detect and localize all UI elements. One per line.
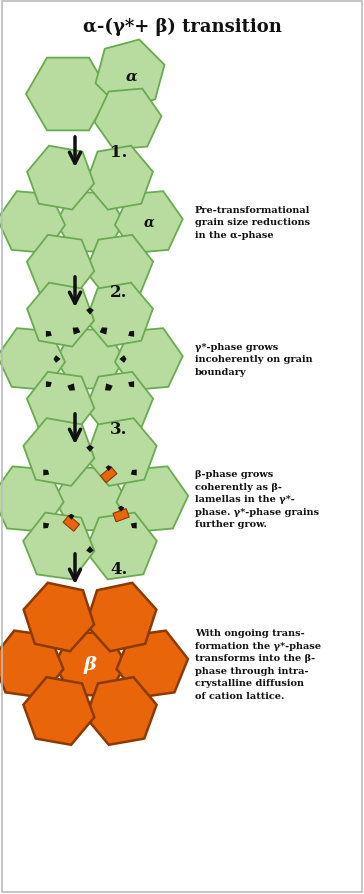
Polygon shape [86,583,157,652]
Polygon shape [116,467,188,532]
Polygon shape [72,328,80,335]
Polygon shape [54,468,126,530]
Polygon shape [128,382,134,388]
Polygon shape [86,546,94,553]
Polygon shape [113,509,129,522]
Polygon shape [86,308,94,316]
Polygon shape [27,373,94,435]
Polygon shape [86,678,157,745]
Polygon shape [24,583,94,652]
Polygon shape [128,332,134,337]
Polygon shape [118,506,124,512]
Polygon shape [119,356,127,364]
Polygon shape [106,466,112,471]
Polygon shape [54,356,60,364]
Text: 1.: 1. [110,144,127,161]
Text: α: α [126,70,138,84]
Polygon shape [100,328,107,335]
Text: 4.: 4. [110,561,127,578]
Polygon shape [86,418,157,486]
Polygon shape [0,192,65,254]
Polygon shape [95,40,165,109]
Polygon shape [95,89,162,150]
Polygon shape [86,373,153,435]
Polygon shape [116,631,188,697]
Polygon shape [131,470,137,476]
Polygon shape [43,470,49,476]
Polygon shape [63,516,80,532]
Polygon shape [68,514,75,520]
Polygon shape [105,384,113,392]
Text: γ*-phase grows
incoherently on grain
boundary: γ*-phase grows incoherently on grain bou… [195,342,313,376]
Text: 2.: 2. [110,284,127,301]
Polygon shape [86,236,153,299]
Polygon shape [54,633,126,696]
Polygon shape [0,329,65,391]
Text: Pre-transformational
grain size reductions
in the α-phase: Pre-transformational grain size reductio… [195,206,310,240]
Polygon shape [26,59,110,131]
Polygon shape [46,382,52,388]
Polygon shape [86,445,94,452]
Text: α: α [143,215,154,230]
Polygon shape [67,384,75,392]
Polygon shape [27,147,94,210]
Text: β: β [83,655,96,673]
Text: 3.: 3. [110,421,127,438]
Polygon shape [27,236,94,299]
Polygon shape [86,513,157,579]
Polygon shape [0,467,64,532]
Polygon shape [86,283,153,347]
Polygon shape [131,523,137,529]
Polygon shape [43,523,49,529]
Polygon shape [56,193,124,252]
Polygon shape [23,418,94,486]
Polygon shape [115,192,183,254]
Text: β-phase grows
coherently as β-
lamellas in the γ*-
phase. γ*-phase grains
furthe: β-phase grows coherently as β- lamellas … [195,470,319,529]
Polygon shape [0,631,63,697]
Polygon shape [115,329,183,391]
Polygon shape [86,147,153,210]
Polygon shape [23,678,94,745]
Text: With ongoing trans-
formation the γ*-phase
transforms into the β-
phase through : With ongoing trans- formation the γ*-pha… [195,628,321,700]
Polygon shape [100,468,117,483]
Polygon shape [46,332,52,337]
Polygon shape [27,283,94,347]
Polygon shape [23,513,95,579]
Polygon shape [56,330,124,389]
Text: α-(γ*+ β) transition: α-(γ*+ β) transition [83,18,281,37]
